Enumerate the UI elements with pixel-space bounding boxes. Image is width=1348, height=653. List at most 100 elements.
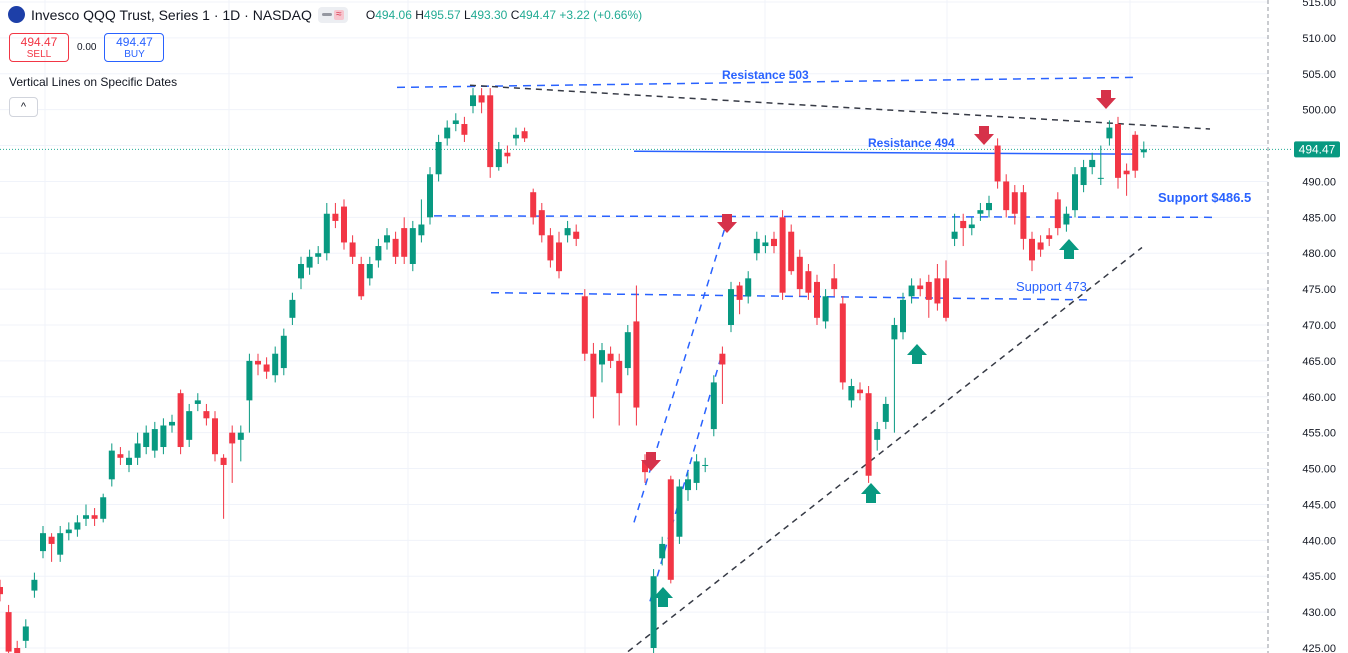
candle-body	[375, 246, 382, 261]
channel-line-upper	[633, 224, 727, 523]
candle	[547, 228, 554, 268]
candle-body	[332, 213, 339, 221]
support-486-label: Support $486.5	[1158, 190, 1251, 205]
candle-body	[848, 386, 855, 401]
candle-body	[169, 421, 175, 426]
candle-body	[272, 353, 279, 376]
candle-body	[289, 299, 296, 318]
candle	[427, 167, 433, 225]
candle-body	[57, 533, 64, 555]
candle-body	[0, 586, 3, 595]
sell-button[interactable]: 494.47 SELL	[9, 33, 69, 62]
candle-body	[1123, 170, 1130, 175]
candle-body	[1140, 149, 1147, 153]
candle	[1037, 235, 1044, 257]
candle-body	[633, 321, 640, 408]
candle-body	[607, 353, 614, 361]
indicator-toggle-pill[interactable]: ≈	[317, 6, 348, 23]
candle-body	[246, 360, 253, 401]
candle	[470, 88, 476, 114]
resistance-494-line	[633, 150, 1135, 155]
candle	[908, 278, 915, 304]
candle-body	[1072, 174, 1078, 211]
candle	[882, 396, 889, 430]
candle-body	[624, 332, 631, 369]
price-tick-label: 430.00	[1302, 607, 1336, 619]
price-tick-label: 505.00	[1302, 69, 1336, 81]
candle	[1097, 145, 1104, 186]
candle-body	[160, 425, 167, 448]
candle-body	[642, 461, 648, 473]
candle-body	[229, 432, 236, 444]
candle-body	[384, 235, 390, 243]
candle	[151, 421, 158, 458]
candle	[22, 619, 29, 648]
candle-body	[1063, 213, 1070, 225]
up-arrow-icon	[1059, 239, 1079, 259]
candle-body	[977, 210, 984, 214]
candle	[5, 604, 12, 653]
candle	[581, 289, 588, 361]
symbol-title[interactable]: Invesco QQQ Trust, Series 1 · 1D · NASDA…	[31, 6, 312, 23]
candle-body	[513, 134, 519, 139]
candle-body	[882, 403, 889, 422]
support-473-label: Support 473	[1016, 279, 1087, 294]
candle	[1020, 185, 1027, 250]
candle-body	[796, 256, 803, 290]
collapse-legend-button[interactable]: ^	[9, 97, 38, 117]
buy-button[interactable]: 494.47 BUY	[104, 33, 165, 62]
candle-body	[237, 432, 244, 440]
candle	[444, 120, 451, 146]
candle-body	[693, 461, 700, 483]
candlestick-series	[0, 88, 1147, 653]
candle-body	[1106, 127, 1113, 139]
candle	[762, 235, 769, 254]
candle	[642, 454, 648, 483]
candle-body	[1029, 238, 1035, 261]
candle	[1063, 206, 1070, 232]
candle	[203, 403, 210, 426]
resistance-503-label: Resistance 503	[722, 68, 809, 82]
candle	[530, 188, 537, 225]
candle-body	[341, 206, 347, 243]
candle-body	[538, 210, 545, 236]
candle	[891, 317, 898, 433]
candle-body	[401, 228, 408, 257]
candle	[977, 202, 984, 221]
candle-body	[960, 220, 967, 229]
candle	[1029, 231, 1035, 272]
candle-body	[659, 543, 666, 559]
candle	[1054, 192, 1061, 236]
candle	[650, 569, 657, 653]
candle-body	[1080, 167, 1087, 186]
change-value: +3.22 (+0.66%)	[559, 7, 643, 22]
candle-body	[31, 579, 38, 591]
candle-body	[358, 263, 365, 297]
down-arrow-icon	[641, 452, 661, 471]
candle	[177, 389, 184, 455]
price-tick-label: 425.00	[1302, 643, 1336, 653]
up-arrow-icon	[907, 344, 927, 364]
candle-body	[986, 202, 992, 211]
candle	[246, 353, 253, 433]
descending-trendline	[469, 84, 1211, 130]
last-price-badge	[1294, 141, 1340, 158]
candle	[160, 418, 167, 455]
candle	[194, 393, 201, 412]
candle	[341, 199, 347, 250]
support-486-line	[433, 215, 1217, 219]
candle	[745, 271, 752, 304]
signal-markers	[641, 90, 1116, 607]
last-price-badge-label: 494.47	[1299, 142, 1336, 156]
candle-body	[22, 626, 29, 641]
candle	[126, 450, 132, 473]
candle-body	[857, 389, 863, 394]
candle	[83, 504, 89, 526]
support-473-line	[490, 291, 1091, 301]
candle	[667, 475, 674, 584]
candle-body	[134, 443, 141, 458]
candle	[306, 249, 313, 275]
price-axis[interactable]: 425.00 430.00 435.00 440.00 445.00 450.00 455.…	[1294, 0, 1340, 653]
candle	[874, 421, 881, 451]
